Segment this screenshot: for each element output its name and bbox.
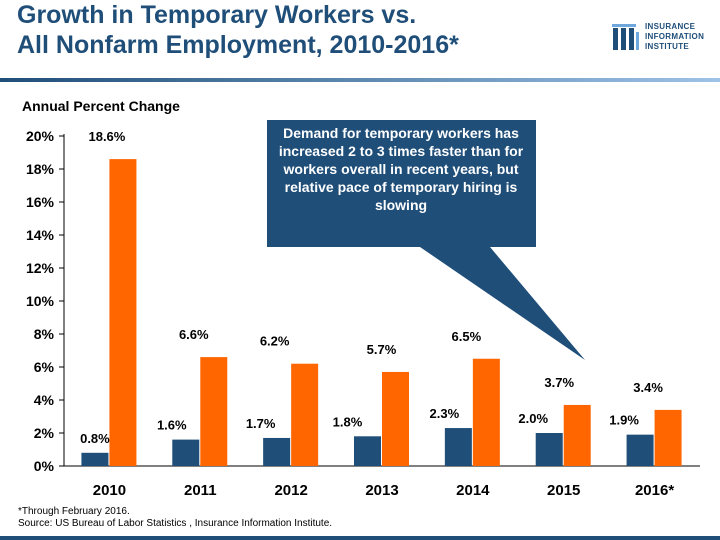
bar-series-2	[382, 371, 409, 466]
bottom-rule	[0, 536, 720, 540]
bar-series-2	[654, 409, 682, 466]
chart-title: Growth in Temporary Workers vs. All Nonf…	[17, 0, 597, 60]
logo-wordmark: INSURANCE INFORMATION INSTITUTE	[645, 22, 704, 52]
x-tick-label: 2013	[365, 482, 398, 499]
y-tick-label: 4%	[34, 392, 55, 408]
bar-series-1	[626, 434, 654, 466]
y-tick-label: 6%	[34, 359, 55, 375]
bar-series-2	[200, 357, 228, 466]
bar-series-1	[172, 439, 200, 466]
data-label: 0.8%	[80, 431, 110, 446]
data-label: 1.6%	[157, 418, 187, 433]
y-tick-label: 10%	[26, 293, 55, 309]
data-label: 3.4%	[633, 380, 663, 395]
callout-text: Demand for temporary workers has increas…	[278, 125, 524, 213]
bar-series-2	[109, 159, 137, 466]
chart-bars	[81, 159, 682, 466]
data-label: 1.9%	[609, 413, 639, 428]
x-tick-label: 2016*	[635, 482, 674, 499]
bar-series-2	[472, 358, 500, 466]
data-label: 1.8%	[333, 414, 363, 429]
data-label: 5.7%	[367, 342, 397, 357]
chart-labels: 0.8% 18.6% 2010 1.6% 6.6% 2011 1.7% 6.2% 2012 1.8…	[80, 129, 674, 499]
x-tick-label: 2015	[547, 482, 580, 499]
logo-line-2: INFORMATION	[645, 32, 705, 41]
footnote-source: Source: US Bureau of Labor Statistics , …	[18, 518, 333, 529]
data-label: 3.7%	[544, 375, 574, 390]
bar-series-2	[291, 363, 319, 466]
y-tick-label: 0%	[34, 458, 55, 474]
header-rule	[0, 78, 720, 82]
title-line-2: All Nonfarm Employment, 2010-2016*	[17, 31, 459, 59]
y-tick-label: 16%	[26, 194, 55, 210]
data-label: 6.6%	[179, 327, 209, 342]
bar-series-1	[444, 428, 472, 466]
iii-logo: INSURANCE INFORMATION INSTITUTE	[612, 22, 712, 62]
footnote: *Through February 2016. Source: US Burea…	[18, 506, 332, 530]
callout-box	[267, 120, 585, 360]
y-tick-label: 12%	[26, 260, 55, 276]
data-label: 6.5%	[452, 329, 482, 344]
bar-series-2	[563, 404, 591, 466]
bar-series-1	[354, 436, 381, 466]
data-label: 2.3%	[430, 406, 460, 421]
data-label: 1.7%	[246, 416, 276, 431]
bar-series-1	[81, 452, 109, 466]
y-tick-label: 14%	[26, 227, 55, 243]
title-line-1: Growth in Temporary Workers vs.	[17, 1, 417, 29]
y-tick-label: 18%	[26, 161, 55, 177]
logo-line-3: INSTITUTE	[645, 42, 690, 51]
data-label: 18.6%	[88, 129, 125, 144]
x-tick-label: 2014	[456, 482, 490, 499]
x-tick-label: 2010	[93, 482, 126, 499]
bar-series-1	[535, 433, 563, 466]
y-tick-label: 20%	[26, 128, 55, 144]
data-label: 6.2%	[260, 334, 290, 349]
y-axis-title: Annual Percent Change	[22, 98, 180, 114]
data-label: 2.0%	[518, 411, 548, 426]
footnote-through: *Through February 2016.	[18, 506, 130, 517]
x-tick-label: 2011	[184, 482, 217, 499]
y-tick-label: 8%	[34, 326, 55, 342]
y-tick-label: 2%	[34, 425, 55, 441]
logo-line-1: INSURANCE	[645, 22, 696, 31]
x-tick-label: 2012	[274, 482, 307, 499]
iii-logo-icon	[612, 24, 639, 50]
bar-series-1	[263, 437, 291, 466]
